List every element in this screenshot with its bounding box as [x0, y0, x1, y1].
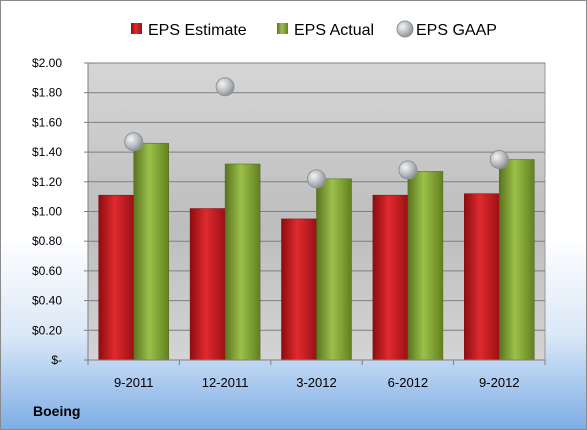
eps-gaap-marker	[307, 169, 326, 189]
eps-gaap-marker	[124, 132, 144, 152]
legend: EPS Estimate EPS Actual EPS GAAP	[131, 20, 497, 39]
legend-swatch	[396, 20, 414, 38]
eps-actual-bar	[407, 171, 444, 361]
eps-actual-bar	[133, 142, 169, 361]
x-tick-label: 3-2012	[296, 375, 336, 390]
y-tick-label: $1.80	[32, 86, 62, 100]
eps-gaap-marker	[215, 77, 235, 97]
plot-area: $- $0.20 $0.40 $0.60 $0.80 $1.00 $1.20 $1.40 $1.…	[32, 56, 546, 390]
y-tick-label: $0.40	[32, 294, 62, 308]
y-tick-label: $1.40	[32, 145, 62, 159]
eps-actual-bar	[316, 178, 352, 361]
y-tick-label: $0.20	[32, 323, 62, 337]
eps-gaap-marker	[489, 150, 509, 170]
legend-label: EPS Actual	[294, 22, 374, 39]
y-tick-label: $-	[51, 353, 62, 367]
y-tick-label: $2.00	[32, 56, 62, 70]
eps-estimate-bar	[464, 193, 500, 361]
y-tick-label: $1.60	[32, 115, 62, 129]
eps-estimate-bar	[98, 194, 134, 361]
x-tick-label: 9-2012	[479, 375, 519, 390]
legend-label: EPS Estimate	[148, 22, 247, 39]
x-tick-label: 9-2011	[114, 375, 154, 390]
legend-swatch	[277, 23, 288, 34]
company-label: Boeing	[33, 403, 81, 419]
x-tick-label: 12-2011	[202, 375, 249, 390]
eps-gaap-marker	[398, 160, 418, 180]
eps-estimate-bar	[281, 218, 317, 361]
y-tick-label: $1.00	[32, 205, 62, 219]
legend-label: EPS GAAP	[416, 22, 497, 39]
eps-actual-bar	[499, 159, 535, 361]
y-tick-label: $0.60	[32, 264, 62, 278]
y-tick-label: $1.20	[32, 175, 62, 189]
eps-estimate-bar	[189, 208, 226, 361]
y-tick-label: $0.80	[32, 234, 62, 248]
legend-swatch	[131, 23, 142, 34]
x-tick-label: 6-2012	[388, 375, 428, 390]
eps-actual-bar	[224, 163, 261, 361]
eps-estimate-bar	[372, 194, 409, 361]
